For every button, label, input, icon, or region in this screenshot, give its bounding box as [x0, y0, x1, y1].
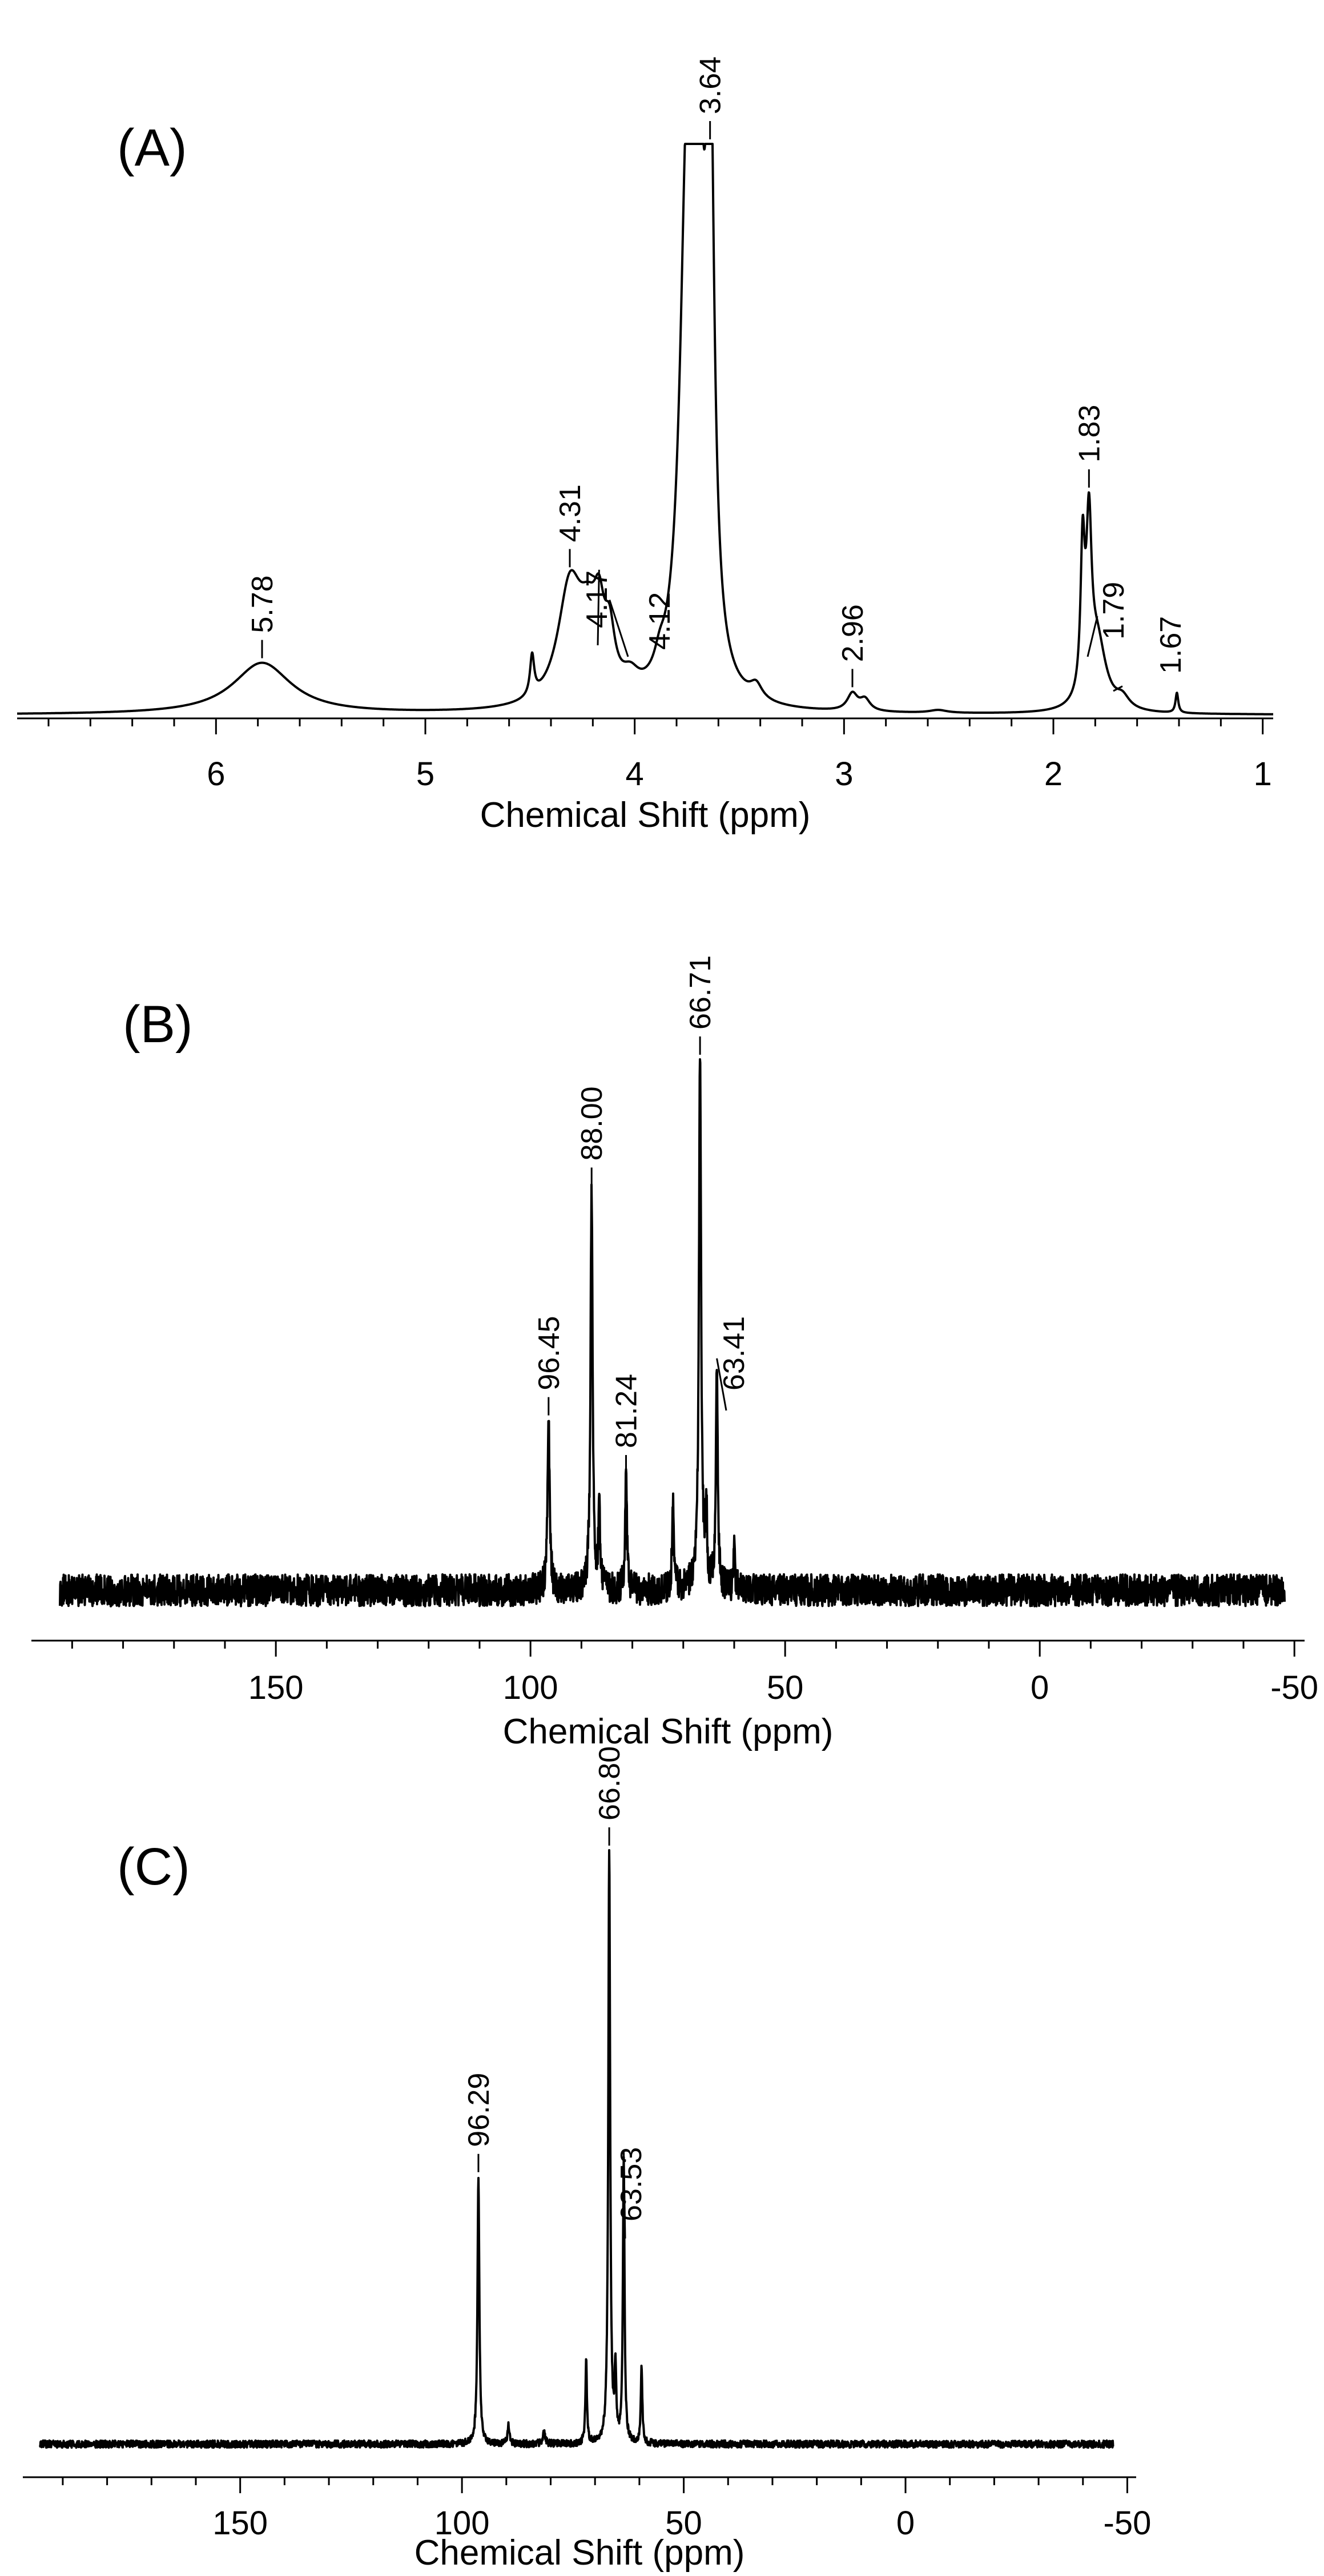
peak-label: 66.71	[684, 955, 717, 1030]
panel-label: (C)	[117, 1838, 190, 1896]
peak-label: 88.00	[576, 1086, 609, 1160]
peak-leader	[716, 1358, 727, 1411]
peak-label: 4.17	[581, 570, 614, 628]
x-tick-label: 3	[835, 755, 853, 793]
peak-leader	[609, 600, 629, 657]
panel-label: (B)	[123, 995, 193, 1054]
x-axis-title: Chemical Shift (ppm)	[480, 795, 811, 835]
peak-label: 66.80	[593, 1746, 626, 1821]
spectrum-trace	[59, 1058, 1286, 1608]
peak-label: 1.67	[1154, 616, 1188, 674]
peak-label: 2.96	[836, 604, 870, 662]
panel-label: (A)	[117, 119, 187, 177]
x-tick-label: 4	[626, 755, 644, 793]
peak-label: 96.45	[533, 1316, 566, 1390]
spectrum-panel-1: (A) 6 5 4 3 2 1 Chemical Shift (ppm) 5.78 4.31 4.1…	[16, 57, 1274, 835]
x-axis-title: Chemical Shift (ppm)	[414, 2533, 745, 2573]
peak-leader	[1086, 616, 1098, 657]
peak-label: 63.53	[615, 2147, 648, 2221]
x-tick-label: 100	[434, 2505, 490, 2542]
x-tick-label: 50	[767, 1669, 804, 1706]
x-tick-label: 2	[1044, 755, 1063, 793]
x-tick-label: 1	[1254, 755, 1272, 793]
peak-leader	[1113, 685, 1123, 692]
x-tick-label: -50	[1104, 2505, 1152, 2542]
x-tick-label: 6	[207, 755, 225, 793]
x-tick-label: 150	[248, 1669, 304, 1706]
peak-leader	[622, 2149, 626, 2239]
x-tick-label: 0	[896, 2505, 915, 2542]
peak-label: 4.12	[643, 592, 677, 650]
peak-label: 81.24	[610, 1374, 643, 1448]
spectrum-panel-2: (B) 150 100 50 0 -50 Chemical Shift (ppm) 96.45…	[31, 955, 1318, 1751]
peak-label: 96.29	[462, 2073, 496, 2147]
x-tick-label: -50	[1270, 1669, 1318, 1706]
peak-label: 1.83	[1073, 405, 1106, 463]
x-axis-title: Chemical Shift (ppm)	[503, 1712, 834, 1751]
peak-label: 4.31	[554, 484, 587, 542]
peak-leader	[597, 569, 600, 646]
x-tick-label: 100	[503, 1669, 558, 1706]
x-tick-label: 5	[416, 755, 434, 793]
spectrum-trace	[39, 1849, 1114, 2449]
spectrum-panel-3: (C) 150 100 50 0 -50 Chemical Shift (ppm) 96.29…	[23, 1746, 1151, 2573]
peak-label: 3.64	[694, 57, 727, 114]
peak-label: 1.79	[1097, 582, 1130, 640]
peak-label: 5.78	[246, 575, 279, 633]
x-tick-label: 150	[212, 2505, 268, 2542]
x-tick-label: 0	[1031, 1669, 1049, 1706]
spectrum-trace	[16, 143, 1274, 716]
peak-label: 63.41	[718, 1316, 751, 1391]
x-tick-label: 50	[665, 2505, 702, 2542]
